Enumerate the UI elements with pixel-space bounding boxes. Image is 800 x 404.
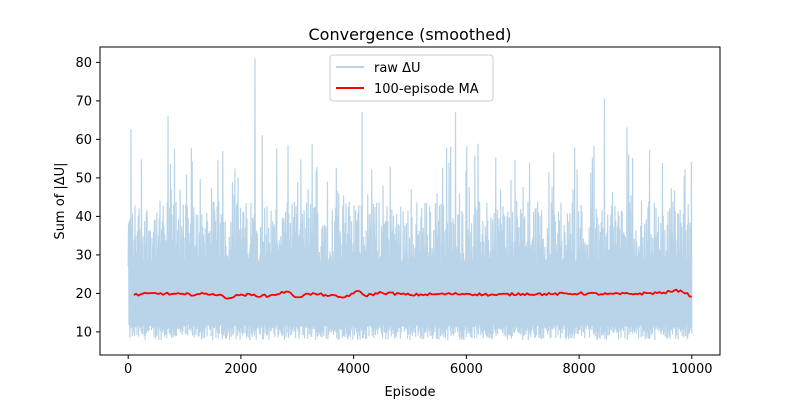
y-tick-label: 50 (75, 171, 92, 186)
legend-raw-label: raw ΔU (374, 61, 420, 76)
x-tick-label: 4000 (337, 362, 370, 377)
legend-ma-label: 100-episode MA (374, 82, 479, 97)
x-tick-label: 10000 (671, 362, 712, 377)
ma-series-line (133, 288, 692, 300)
y-tick-label: 80 (75, 56, 92, 71)
y-tick-label: 30 (75, 248, 92, 263)
x-axis-ticks: 0 2000 4000 6000 8000 10000 (124, 355, 712, 377)
legend: raw ΔU 100-episode MA (329, 54, 494, 102)
y-tick-label: 60 (75, 133, 92, 148)
x-tick-label: 8000 (563, 362, 596, 377)
x-axis-label: Episode (384, 385, 435, 400)
raw-series-layer (127, 57, 693, 341)
y-axis-label: Sum of |ΔU| (53, 162, 68, 239)
legend-box (329, 54, 494, 102)
ma-series-layer (133, 288, 692, 300)
plot-frame (99, 46, 721, 356)
y-tick-label: 10 (75, 325, 92, 340)
x-tick-label: 6000 (450, 362, 483, 377)
y-tick-label: 70 (75, 94, 92, 109)
x-tick-label: 0 (124, 362, 132, 377)
y-tick-label: 40 (75, 210, 92, 225)
x-tick-label: 2000 (224, 362, 257, 377)
raw-series-line (127, 57, 693, 341)
chart-title: Convergence (smoothed) (309, 25, 512, 44)
y-tick-label: 20 (75, 287, 92, 302)
y-axis-ticks: 10 20 30 40 50 60 70 80 (75, 56, 100, 340)
